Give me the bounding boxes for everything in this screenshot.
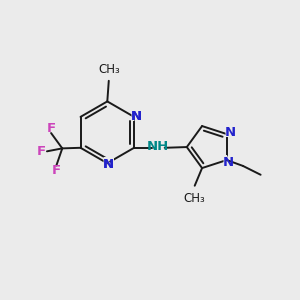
Text: CH₃: CH₃ (98, 62, 120, 76)
Text: N: N (221, 155, 235, 170)
Text: CH₃: CH₃ (184, 192, 206, 205)
Text: NH: NH (147, 140, 169, 153)
Text: N: N (131, 110, 142, 123)
Text: N: N (223, 156, 234, 169)
Text: N: N (101, 157, 115, 172)
Text: N: N (102, 158, 113, 171)
Text: N: N (131, 110, 142, 123)
Text: N: N (130, 109, 143, 124)
Text: F: F (52, 164, 61, 177)
Text: N: N (224, 125, 237, 140)
Text: F: F (46, 122, 56, 135)
Text: F: F (37, 145, 46, 158)
Text: N: N (102, 158, 113, 171)
Text: N: N (225, 126, 236, 139)
